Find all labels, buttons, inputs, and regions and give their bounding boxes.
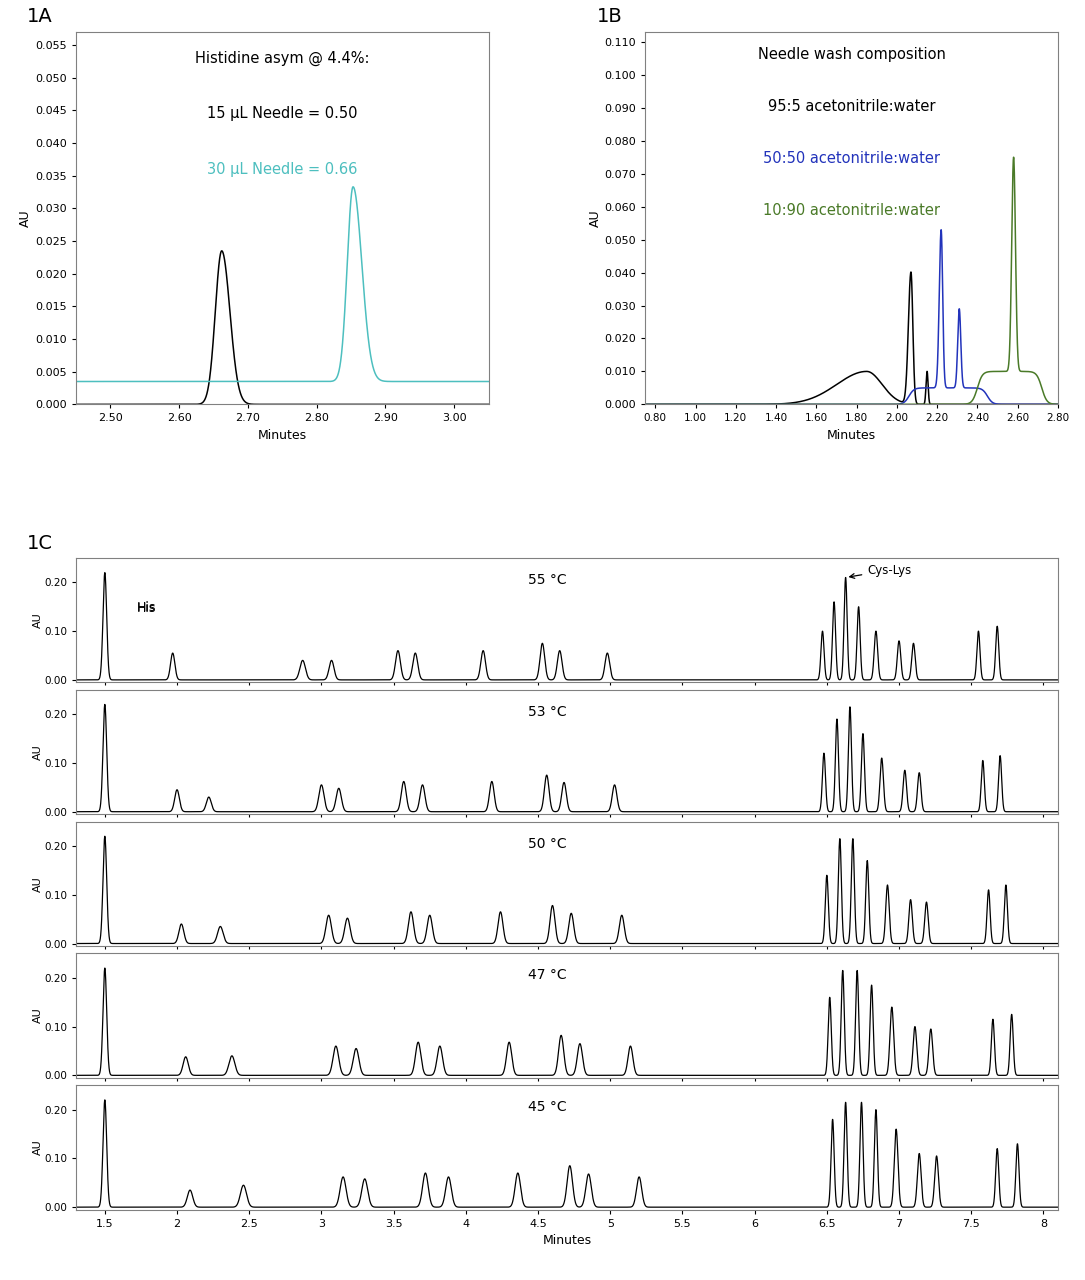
Y-axis label: AU: AU xyxy=(33,876,42,892)
Text: 45 °C: 45 °C xyxy=(528,1101,566,1114)
Text: Cys-Lys: Cys-Lys xyxy=(850,563,911,579)
Y-axis label: AU: AU xyxy=(33,1007,42,1024)
Text: 55 °C: 55 °C xyxy=(528,573,566,588)
Y-axis label: AU: AU xyxy=(33,744,42,760)
Text: 15 μL Needle = 0.50: 15 μL Needle = 0.50 xyxy=(207,106,357,122)
Text: Needle wash composition: Needle wash composition xyxy=(757,47,945,61)
X-axis label: Minutes: Minutes xyxy=(542,1234,591,1247)
Text: 10:90 acetonitrile:water: 10:90 acetonitrile:water xyxy=(763,204,940,219)
Text: 95:5 acetonitrile:water: 95:5 acetonitrile:water xyxy=(768,99,935,114)
Text: 53 °C: 53 °C xyxy=(528,705,566,718)
Y-axis label: AU: AU xyxy=(589,210,602,227)
Text: 1A: 1A xyxy=(27,6,53,26)
Text: Histidine asym @ 4.4%:: Histidine asym @ 4.4%: xyxy=(195,51,370,65)
X-axis label: Minutes: Minutes xyxy=(257,429,307,442)
Y-axis label: AU: AU xyxy=(33,1139,42,1156)
Text: His: His xyxy=(137,602,156,614)
Text: 1B: 1B xyxy=(597,6,622,26)
Text: 1C: 1C xyxy=(27,534,53,553)
Text: 47 °C: 47 °C xyxy=(528,969,566,982)
X-axis label: Minutes: Minutes xyxy=(827,429,877,442)
Text: 50:50 acetonitrile:water: 50:50 acetonitrile:water xyxy=(763,151,940,166)
Text: His: His xyxy=(137,602,156,614)
Y-axis label: AU: AU xyxy=(33,612,42,628)
Y-axis label: AU: AU xyxy=(20,210,33,227)
Text: 50 °C: 50 °C xyxy=(528,837,566,850)
Text: 30 μL Needle = 0.66: 30 μL Needle = 0.66 xyxy=(207,163,357,178)
